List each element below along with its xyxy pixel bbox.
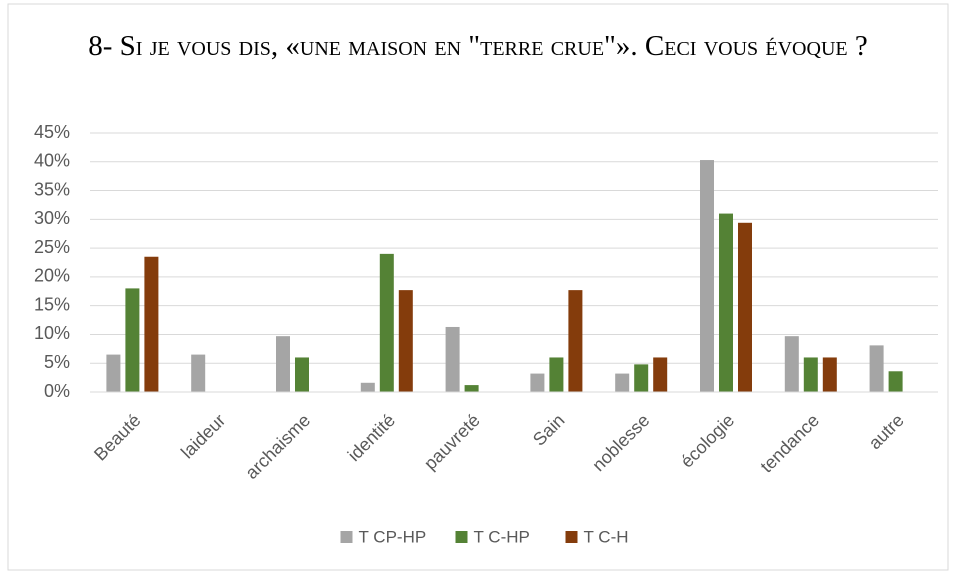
bar [144, 256, 159, 392]
y-tick-label: 15% [34, 294, 70, 314]
y-tick-label: 5% [44, 352, 70, 372]
y-tick-label: 40% [34, 151, 70, 171]
bar [719, 213, 733, 392]
bar [379, 253, 394, 392]
y-tick-label: 35% [34, 179, 70, 199]
bar [634, 364, 649, 392]
bar [398, 290, 413, 392]
bar [549, 357, 564, 392]
bar [445, 326, 460, 392]
bar [700, 160, 714, 392]
y-tick-label: 0% [44, 381, 70, 401]
bar [822, 357, 837, 392]
bar [803, 357, 818, 392]
y-tick-label: 45% [34, 122, 70, 142]
bar [295, 357, 309, 392]
legend-swatch [565, 531, 578, 543]
bar [530, 373, 545, 392]
chart-title: 8- Si je vous dis, «une maison en "terre… [88, 30, 868, 62]
legend-label: T C-H [584, 527, 629, 546]
bar [106, 354, 121, 392]
bar [738, 222, 752, 392]
y-tick-label: 30% [34, 208, 70, 228]
bar [568, 290, 583, 392]
chart-border [7, 3, 949, 571]
legend-label: T CP-HP [359, 527, 427, 546]
bar [615, 373, 630, 392]
legend-label: T C-HP [474, 527, 530, 546]
y-tick-label: 10% [34, 323, 70, 343]
bar [653, 357, 668, 392]
y-tick-label: 20% [34, 266, 70, 286]
bar [191, 354, 206, 392]
y-tick-label: 25% [34, 237, 70, 257]
bar [869, 345, 884, 392]
bar [276, 336, 290, 392]
legend-swatch [340, 531, 353, 543]
bar [784, 336, 799, 392]
bar [464, 385, 479, 392]
bar [125, 288, 140, 392]
legend-swatch [455, 531, 468, 543]
bar [360, 382, 375, 392]
bar [888, 371, 903, 392]
